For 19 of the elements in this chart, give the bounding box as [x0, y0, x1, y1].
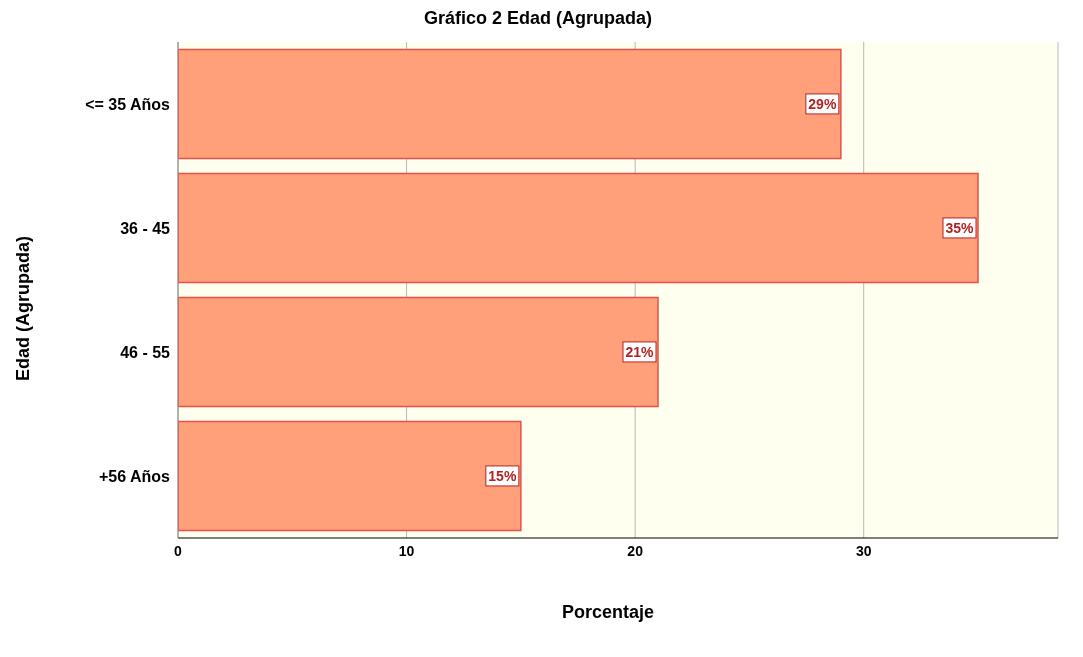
x-tick-label: 0 — [174, 542, 183, 559]
bar — [178, 420, 522, 532]
y-tick-label: <= 35 Años — [85, 95, 171, 113]
x-tick-label: 20 — [627, 542, 644, 559]
x-tick-label: 10 — [398, 542, 415, 559]
data-label: 21% — [625, 343, 655, 360]
x-tick-label: 30 — [855, 542, 872, 559]
bar — [178, 172, 979, 284]
chart-title: Gráfico 2 Edad (Agrupada) — [422, 8, 653, 30]
data-label: 35% — [945, 219, 975, 236]
bar — [178, 48, 842, 160]
y-tick-label: 36 - 45 — [120, 219, 171, 237]
data-label: 15% — [488, 467, 517, 484]
bar — [178, 296, 659, 408]
data-label: 29% — [808, 95, 837, 112]
y-tick-label: +56 Años — [99, 467, 171, 485]
x-axis-title: Porcentaje — [560, 602, 655, 623]
y-tick-label: 46 - 55 — [120, 343, 171, 361]
y-axis-title: Edad (Agrupada) — [12, 235, 34, 381]
